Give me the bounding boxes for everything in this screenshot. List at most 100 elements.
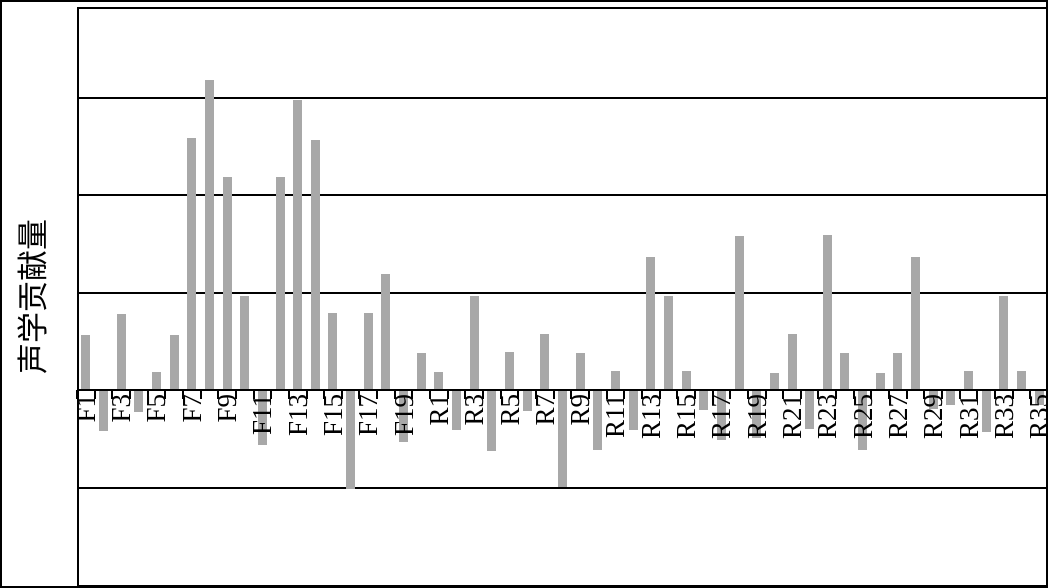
- bar-R12: [628, 390, 638, 431]
- bar-R5: [505, 352, 515, 391]
- x-tick-label-R17: R17: [706, 394, 737, 440]
- x-tick-label-F13: F13: [282, 394, 313, 437]
- bar-R2: [452, 390, 462, 431]
- bar-F8: [204, 80, 214, 391]
- x-tick: [835, 390, 838, 400]
- bar-R32: [981, 390, 991, 432]
- x-tick-label-R35: R35: [1024, 394, 1048, 440]
- x-tick: [905, 390, 908, 400]
- x-tick-label-R31: R31: [953, 394, 984, 440]
- plot-frame: [77, 7, 1046, 586]
- bar-F18: [381, 274, 391, 391]
- bar-R8: [558, 390, 567, 487]
- x-tick-label-R9: R9: [565, 394, 596, 426]
- x-tick: [587, 390, 590, 400]
- x-tick-label-F15: F15: [317, 394, 348, 437]
- x-tick: [623, 390, 626, 400]
- x-tick-label-F7: F7: [176, 394, 207, 423]
- bar-R4: [487, 390, 497, 451]
- x-tick: [1011, 390, 1014, 400]
- x-tick-label-R29: R29: [918, 394, 949, 440]
- x-tick: [852, 390, 855, 400]
- bar-F6: [169, 334, 179, 391]
- x-tick: [640, 390, 643, 400]
- x-tick: [287, 390, 290, 400]
- x-tick: [199, 390, 202, 400]
- x-tick-label-F9: F9: [212, 394, 243, 423]
- x-tick-label-F3: F3: [106, 394, 137, 423]
- x-tick: [711, 390, 714, 400]
- x-tick: [482, 390, 485, 400]
- x-tick-label-R3: R3: [459, 394, 490, 426]
- bar-R27: [893, 353, 903, 391]
- x-tick: [181, 390, 184, 400]
- x-tick: [499, 390, 502, 400]
- x-tick: [376, 390, 379, 400]
- x-tick: [164, 390, 167, 400]
- x-tick-label-F17: F17: [353, 394, 384, 437]
- x-tick: [994, 390, 997, 400]
- bar-R14: [663, 295, 673, 391]
- bar-F17: [363, 313, 373, 391]
- x-tick: [570, 390, 573, 400]
- bar-R31: [964, 370, 974, 391]
- x-tick: [605, 390, 608, 400]
- x-tick: [252, 390, 255, 400]
- bar-R21: [787, 333, 797, 391]
- x-tick-label-R33: R33: [988, 394, 1019, 440]
- x-tick: [128, 390, 131, 400]
- x-tick: [464, 390, 467, 400]
- gridline: [79, 486, 1046, 489]
- bar-R19: [752, 390, 762, 438]
- bar-R16: [699, 390, 709, 410]
- x-tick: [217, 390, 220, 400]
- x-tick: [323, 390, 326, 400]
- x-tick-label-F5: F5: [141, 394, 172, 423]
- x-tick: [146, 390, 149, 400]
- x-tick: [941, 390, 944, 400]
- x-tick: [234, 390, 237, 400]
- bar-R18: [734, 236, 744, 391]
- bar-R11: [610, 370, 620, 391]
- x-tick: [552, 390, 555, 400]
- bar-F2: [98, 390, 108, 432]
- bar-R25: [858, 390, 868, 450]
- x-tick-label-R21: R21: [777, 394, 807, 440]
- x-tick-label-R1: R1: [423, 394, 454, 426]
- bar-F1: [81, 334, 91, 391]
- x-tick: [923, 390, 926, 400]
- x-tick: [535, 390, 538, 400]
- bar-F4: [134, 390, 144, 412]
- x-tick-label-F11: F11: [247, 394, 278, 436]
- bar-F16: [346, 390, 356, 489]
- gridline: [79, 194, 1046, 197]
- x-tick-label-R15: R15: [671, 394, 702, 440]
- x-tick: [870, 390, 873, 400]
- x-tick-label-R7: R7: [529, 394, 560, 426]
- bar-F15: [328, 313, 338, 391]
- x-tick-label-R23: R23: [812, 394, 843, 440]
- bar-R26: [875, 372, 885, 391]
- x-tick: [782, 390, 785, 400]
- bar-R9: [575, 353, 585, 391]
- bar-R7: [540, 333, 550, 391]
- y-axis-title: 声学贡献量: [16, 219, 51, 374]
- x-tick: [729, 390, 732, 400]
- bar-R34: [1017, 370, 1027, 391]
- x-tick-label-R5: R5: [494, 394, 525, 426]
- x-tick: [270, 390, 273, 400]
- zero-axis-line: [79, 389, 1046, 392]
- x-tick: [976, 390, 979, 400]
- x-tick: [764, 390, 767, 400]
- x-tick: [111, 390, 114, 400]
- bar-R29: [928, 390, 938, 409]
- bar-F14: [310, 139, 320, 391]
- bar-F7: [187, 137, 197, 391]
- x-tick-label-R19: R19: [741, 394, 772, 440]
- x-tick: [676, 390, 679, 400]
- x-tick: [93, 390, 96, 400]
- gridline: [79, 96, 1046, 99]
- x-tick-label-F1: F1: [70, 394, 101, 423]
- x-tick: [958, 390, 961, 400]
- x-tick: [746, 390, 749, 400]
